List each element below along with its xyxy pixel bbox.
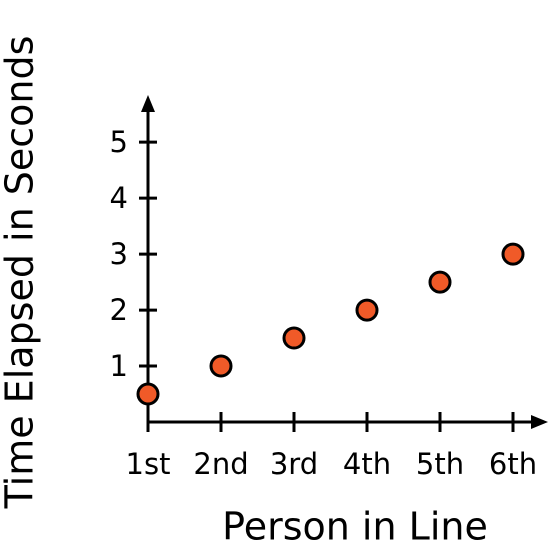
x-tick-label: 5th bbox=[416, 447, 464, 481]
point bbox=[282, 326, 306, 350]
x-tick-label: 1st bbox=[126, 447, 171, 481]
x-axis-arrow bbox=[531, 415, 548, 429]
y-tick-label: 1 bbox=[110, 349, 128, 383]
y-tick-label: 2 bbox=[110, 293, 128, 327]
x-tick-label: 3rd bbox=[270, 447, 318, 481]
x-tick-label: 6th bbox=[489, 447, 537, 481]
point bbox=[355, 298, 379, 322]
point bbox=[209, 354, 233, 378]
x-axis-title: Person in Line bbox=[222, 505, 488, 549]
y-tick-label: 3 bbox=[110, 237, 128, 271]
point bbox=[501, 242, 525, 266]
point bbox=[428, 270, 452, 294]
y-tick-label: 5 bbox=[110, 125, 128, 159]
point bbox=[136, 382, 160, 406]
y-axis-arrow bbox=[141, 95, 155, 112]
x-tick-label: 4th bbox=[343, 447, 391, 481]
y-axis-title: Time Elapsed in Seconds bbox=[0, 36, 42, 510]
y-tick-label: 4 bbox=[110, 181, 128, 215]
x-tick-label: 2nd bbox=[193, 447, 248, 481]
